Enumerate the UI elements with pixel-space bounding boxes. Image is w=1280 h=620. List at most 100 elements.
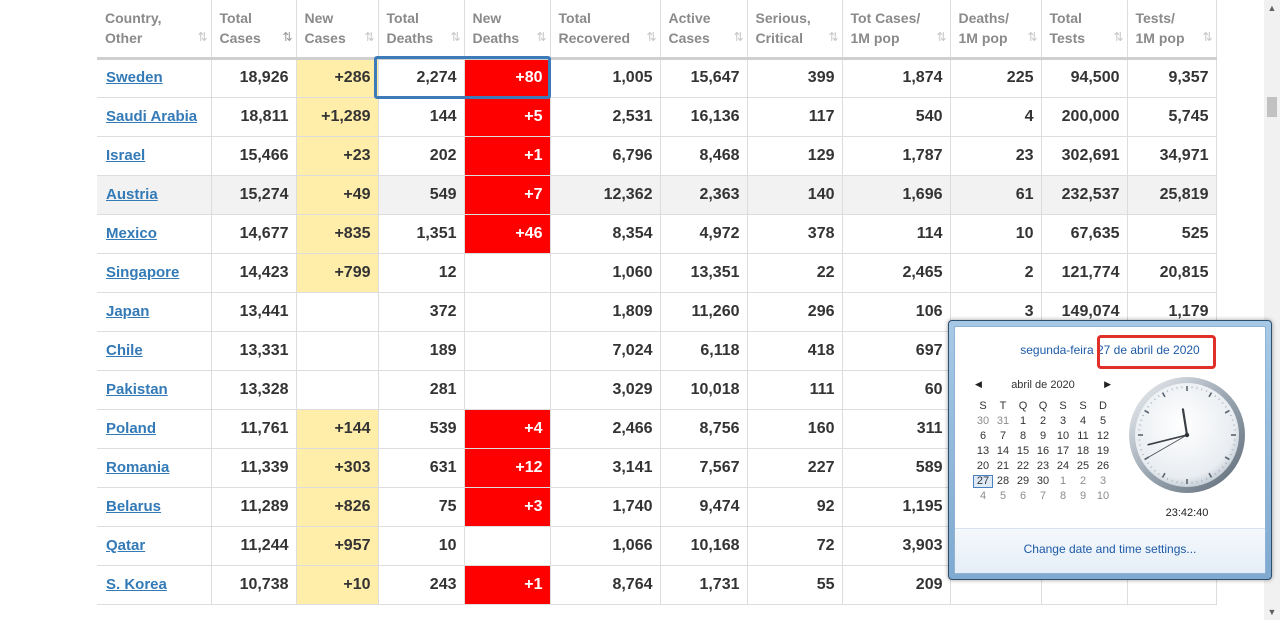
calendar-day[interactable]: 20: [976, 460, 990, 472]
calendar-day[interactable]: 24: [1056, 460, 1070, 472]
calendar-day[interactable]: 21: [996, 460, 1010, 472]
calendar-day[interactable]: 19: [1096, 445, 1110, 457]
calendar-day[interactable]: 28: [996, 475, 1010, 487]
calendar-day[interactable]: 22: [1016, 460, 1030, 472]
clock-tick: [1157, 395, 1160, 398]
change-date-time-settings-link[interactable]: Change date and time settings...: [1023, 542, 1197, 556]
column-header[interactable]: Tot Cases/1M pop ⇅: [842, 0, 951, 60]
country-link[interactable]: Chile: [106, 341, 143, 359]
cell-tests-per-1m: 34,971: [1127, 136, 1217, 176]
calendar-day[interactable]: 25: [1076, 460, 1090, 472]
country-link[interactable]: Japan: [106, 302, 150, 320]
country-link[interactable]: Saudi Arabia: [106, 107, 198, 125]
country-link[interactable]: Poland: [106, 419, 157, 437]
calendar-day[interactable]: 6: [979, 430, 987, 442]
calendar-day[interactable]: 29: [1016, 475, 1030, 487]
calendar-day[interactable]: 14: [996, 445, 1010, 457]
sort-icon[interactable]: ⇅: [536, 29, 546, 44]
column-header[interactable]: New Cases ⇅: [296, 0, 379, 60]
cell-total-cases: 15,274: [211, 175, 297, 215]
cell-deaths-per-1m: 10: [950, 214, 1042, 254]
column-header[interactable]: New Deaths ⇅: [464, 0, 551, 60]
calendar-day[interactable]: 9: [1039, 430, 1047, 442]
calendar-day[interactable]: 12: [1096, 430, 1110, 442]
sort-icon[interactable]: ⇅: [733, 29, 743, 44]
calendar-day[interactable]: 18: [1076, 445, 1090, 457]
cell-total-cases: 13,328: [211, 370, 297, 410]
calendar-day[interactable]: 17: [1056, 445, 1070, 457]
calendar-day[interactable]: 30: [1036, 475, 1050, 487]
sort-icon[interactable]: ⇅: [1113, 29, 1123, 44]
column-header[interactable]: Serious, Critical ⇅: [747, 0, 843, 60]
sort-icon[interactable]: ⇅: [1027, 29, 1037, 44]
calendar-day[interactable]: 1: [1059, 475, 1067, 487]
cell-total-tests: 67,635: [1041, 214, 1128, 254]
column-header[interactable]: Total Tests ⇅: [1041, 0, 1128, 60]
sort-icon[interactable]: ⇅: [450, 29, 460, 44]
calendar-day[interactable]: 8: [1059, 490, 1067, 502]
calendar-day[interactable]: 2: [1039, 415, 1047, 427]
calendar-day[interactable]: 26: [1096, 460, 1110, 472]
column-header[interactable]: Deaths/1M pop ⇅: [950, 0, 1042, 60]
flyout-full-date[interactable]: 27 de abril de 2020: [1096, 343, 1200, 357]
calendar-day[interactable]: 3: [1099, 475, 1107, 487]
cell-total-recovered: 1,066: [550, 526, 661, 566]
calendar-day[interactable]: 13: [976, 445, 990, 457]
column-header[interactable]: Total Deaths ⇅: [378, 0, 465, 60]
country-link[interactable]: Singapore: [106, 263, 180, 281]
calendar-day-today[interactable]: 27: [973, 475, 993, 488]
calendar-day[interactable]: 31: [996, 415, 1010, 427]
calendar-day[interactable]: 7: [1039, 490, 1047, 502]
calendar-day[interactable]: 5: [999, 490, 1007, 502]
column-header[interactable]: Active Cases ⇅: [660, 0, 748, 60]
sort-icon[interactable]: ⇅: [828, 29, 838, 44]
flyout-weekday[interactable]: segunda-feira: [1020, 343, 1094, 357]
scroll-thumb[interactable]: [1267, 97, 1277, 117]
calendar-day[interactable]: 11: [1077, 430, 1089, 442]
column-header[interactable]: Total Cases ⇅: [211, 0, 297, 60]
calendar-day[interactable]: 9: [1079, 490, 1087, 502]
sort-icon[interactable]: ⇅: [936, 29, 946, 44]
sort-icon[interactable]: ⇅: [646, 29, 656, 44]
header-line-2: Deaths: [472, 30, 520, 47]
next-month-icon[interactable]: ▶: [1104, 379, 1111, 389]
calendar-day[interactable]: 7: [999, 430, 1007, 442]
column-header[interactable]: Tests/1M pop ⇅: [1127, 0, 1217, 60]
sort-icon[interactable]: ⇅: [197, 29, 207, 44]
cell-serious: 22: [747, 253, 843, 293]
calendar-month-label[interactable]: abril de 2020: [1011, 379, 1075, 391]
prev-month-icon[interactable]: ◀: [975, 379, 982, 389]
scroll-down-icon[interactable]: ▼: [1267, 607, 1277, 617]
country-link[interactable]: S. Korea: [106, 575, 167, 593]
country-link[interactable]: Mexico: [106, 224, 157, 242]
country-link[interactable]: Qatar: [106, 536, 146, 554]
country-link[interactable]: Pakistan: [106, 380, 168, 398]
calendar-day[interactable]: 10: [1056, 430, 1070, 442]
country-link[interactable]: Sweden: [106, 69, 163, 86]
country-link[interactable]: Israel: [106, 146, 146, 164]
calendar-day[interactable]: 10: [1096, 490, 1110, 502]
calendar-day[interactable]: 5: [1099, 415, 1107, 427]
country-link[interactable]: Romania: [106, 458, 170, 476]
calendar-day[interactable]: 6: [1019, 490, 1027, 502]
sort-icon[interactable]: ⇅: [364, 29, 374, 44]
calendar-day[interactable]: 1: [1019, 415, 1027, 427]
calendar-day[interactable]: 8: [1019, 430, 1027, 442]
calendar-day[interactable]: 4: [1079, 415, 1087, 427]
column-header[interactable]: Country, Other ⇅: [97, 0, 212, 60]
clock-tick: [1166, 390, 1169, 393]
calendar-day[interactable]: 16: [1036, 445, 1050, 457]
sort-icon[interactable]: ⇅: [1202, 29, 1212, 44]
scroll-up-icon[interactable]: ▲: [1267, 3, 1277, 13]
calendar-day[interactable]: 15: [1016, 445, 1030, 457]
country-link[interactable]: Belarus: [106, 497, 162, 515]
calendar-day[interactable]: 2: [1079, 475, 1087, 487]
cell-country: Saudi Arabia: [97, 97, 212, 137]
calendar-day[interactable]: 3: [1059, 415, 1067, 427]
calendar-day[interactable]: 30: [976, 415, 990, 427]
sort-icon[interactable]: ⇅: [282, 29, 292, 44]
calendar-day[interactable]: 23: [1036, 460, 1050, 472]
column-header[interactable]: Total Recovered ⇅: [550, 0, 661, 60]
country-link[interactable]: Austria: [106, 185, 158, 203]
calendar-day[interactable]: 4: [979, 490, 987, 502]
